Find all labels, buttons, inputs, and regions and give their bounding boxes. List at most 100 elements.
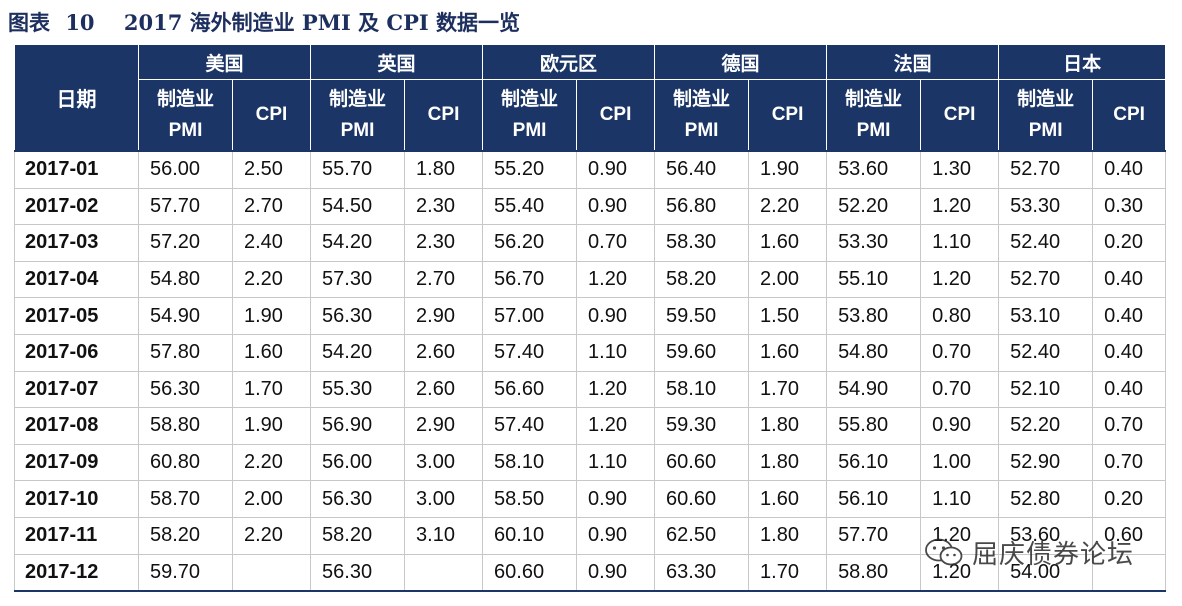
- cpi-cell: 1.80: [404, 149, 484, 189]
- cpi-cell: 1.20: [576, 407, 656, 445]
- pmi-cell: 56.70: [482, 260, 578, 299]
- cpi-cell: 1.70: [748, 553, 828, 593]
- pmi-cell: 59.50: [654, 297, 750, 335]
- cpi-cell: 0.70: [576, 224, 656, 262]
- cpi-cell: 0.90: [576, 516, 656, 555]
- country-header-uk: 英国: [310, 44, 484, 80]
- pmi-header-line2: PMI: [684, 120, 719, 141]
- cpi-cell: 0.20: [1092, 224, 1167, 262]
- cpi-cell: 0.20: [1092, 480, 1167, 518]
- pmi-cell: 54.20: [310, 333, 406, 372]
- pmi-cell: 52.90: [998, 443, 1094, 482]
- date-cell: 2017-09: [14, 443, 139, 482]
- cpi-cell: 0.40: [1092, 333, 1167, 372]
- date-cell: 2017-04: [14, 260, 139, 299]
- cpi-cell: 1.70: [231, 370, 312, 409]
- cpi-cell: 1.10: [920, 224, 1000, 262]
- cpi-cell: 1.20: [920, 260, 1000, 299]
- table-body: 2017-01 56.00 2.50 55.70 1.80 55.20 0.90 56.40 1…: [14, 149, 1167, 593]
- cpi-cell: 0.70: [1092, 443, 1167, 482]
- table-row: 2017-06 57.80 1.60 54.20 2.60 57.40 1.10 59.60 1…: [14, 333, 1167, 372]
- cpi-cell: 1.00: [920, 443, 1000, 482]
- cpi-cell: 1.80: [748, 516, 828, 555]
- date-cell: 2017-12: [14, 553, 139, 593]
- cpi-cell: 2.20: [748, 187, 828, 226]
- cpi-cell: 0.90: [576, 553, 656, 593]
- cpi-cell: 2.50: [231, 149, 312, 189]
- cpi-cell: 2.20: [231, 516, 312, 555]
- wechat-icon: [925, 538, 963, 566]
- table-row: 2017-09 60.80 2.20 56.00 3.00 58.10 1.10 60.60 1…: [14, 443, 1167, 482]
- country-header-germany: 德国: [654, 44, 828, 80]
- pmi-cell: 57.70: [138, 187, 233, 226]
- cpi-cell: 2.00: [748, 260, 828, 299]
- pmi-cell: 56.90: [310, 407, 406, 445]
- cpi-cell: 1.60: [748, 480, 828, 518]
- cpi-cell: 2.20: [231, 443, 312, 482]
- cpi-cell: 0.90: [576, 297, 656, 335]
- table-row: 2017-12 59.70 56.30 60.60 0.90 63.30 1.70 58.80…: [14, 553, 1167, 593]
- pmi-cell: 58.20: [310, 516, 406, 555]
- pmi-cell: 57.20: [138, 224, 233, 262]
- watermark: 屈庆债券论坛: [924, 532, 1134, 572]
- pmi-cell: 56.30: [310, 553, 406, 593]
- figure-title: 图表 10 2017 海外制造业 PMI 及 CPI 数据一览: [8, 6, 520, 40]
- watermark-text: 屈庆债券论坛: [972, 539, 1135, 570]
- pmi-cell: 52.20: [998, 407, 1094, 445]
- pmi-header-line1: 制造业: [156, 88, 214, 110]
- cpi-cell: 2.00: [231, 480, 312, 518]
- pmi-cell: 60.60: [654, 480, 750, 518]
- pmi-cell: 52.80: [998, 480, 1094, 518]
- cpi-header: CPI: [404, 79, 484, 152]
- pmi-header: 制造业 PMI: [998, 79, 1094, 152]
- pmi-cell: 57.00: [482, 297, 578, 335]
- date-header: 日期: [14, 44, 139, 152]
- figure-title-text: 2017 海外制造业 PMI 及 CPI 数据一览: [123, 10, 521, 35]
- pmi-cpi-table: 日期 美国 英国 欧元区 德国 法国 日本 制造业 PMI CPI 制造业 PMI CPI…: [14, 44, 1167, 593]
- pmi-header-line1: 制造业: [1017, 88, 1075, 110]
- pmi-cell: 55.40: [482, 187, 578, 226]
- pmi-cell: 53.60: [998, 516, 1094, 555]
- pmi-cell: 56.30: [310, 480, 406, 518]
- table-row: 2017-04 54.80 2.20 57.30 2.70 56.70 1.20 58.20 2…: [14, 260, 1167, 299]
- cpi-cell: 2.90: [404, 407, 484, 445]
- country-header-row: 日期 美国 英国 欧元区 德国 法国 日本: [14, 44, 1167, 152]
- pmi-cell: 52.70: [998, 260, 1094, 299]
- pmi-cell: 57.80: [138, 333, 233, 372]
- pmi-cell: 58.70: [138, 480, 233, 518]
- pmi-header-line2: PMI: [1028, 120, 1063, 141]
- pmi-cell: 58.80: [826, 553, 922, 593]
- cpi-cell: 1.50: [748, 297, 828, 335]
- pmi-cell: 54.90: [138, 297, 233, 335]
- table-row: 2017-02 57.70 2.70 54.50 2.30 55.40 0.90 56.80 2…: [14, 187, 1167, 226]
- pmi-cell: 63.30: [654, 553, 750, 593]
- cpi-cell: 2.60: [404, 370, 484, 409]
- pmi-cell: 54.50: [310, 187, 406, 226]
- pmi-cell: 54.00: [998, 553, 1094, 593]
- pmi-cell: 56.10: [826, 443, 922, 482]
- date-cell: 2017-11: [14, 516, 139, 555]
- cpi-cell: 1.90: [231, 407, 312, 445]
- pmi-cell: 55.80: [826, 407, 922, 445]
- pmi-cell: 57.40: [482, 407, 578, 445]
- pmi-cell: 59.60: [654, 333, 750, 372]
- cpi-cell: 2.30: [404, 187, 484, 226]
- pmi-cell: 52.40: [998, 224, 1094, 262]
- cpi-cell: 1.20: [920, 516, 1000, 555]
- cpi-header: CPI: [1092, 79, 1167, 152]
- pmi-cell: 58.20: [138, 516, 233, 555]
- pmi-cell: 55.70: [310, 149, 406, 189]
- pmi-cell: 54.80: [138, 260, 233, 299]
- cpi-cell: 1.90: [231, 297, 312, 335]
- pmi-cell: 56.60: [482, 370, 578, 409]
- pmi-cell: 60.10: [482, 516, 578, 555]
- pmi-cell: 54.20: [310, 224, 406, 262]
- pmi-cell: 60.60: [654, 443, 750, 482]
- pmi-cell: 53.60: [826, 149, 922, 189]
- cpi-cell: 1.60: [231, 333, 312, 372]
- pmi-cell: 53.30: [998, 187, 1094, 226]
- cpi-header: CPI: [748, 79, 828, 152]
- cpi-cell: 2.40: [231, 224, 312, 262]
- cpi-cell: 0.70: [920, 370, 1000, 409]
- pmi-header: 制造业 PMI: [138, 79, 233, 152]
